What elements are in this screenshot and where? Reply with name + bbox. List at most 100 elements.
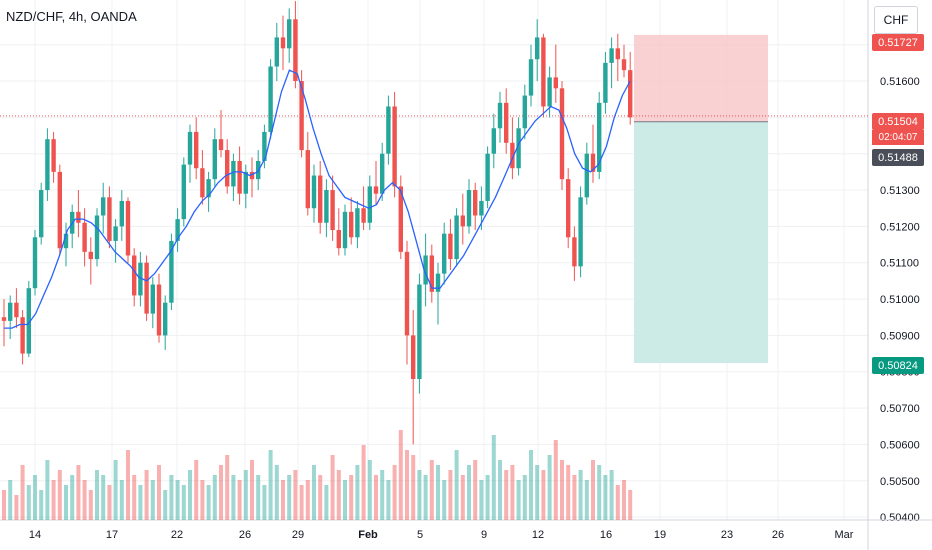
volume-bar (51, 480, 56, 520)
candle (621, 44, 627, 78)
volume-bar (597, 465, 602, 520)
candle (578, 186, 583, 278)
candle (541, 33, 546, 118)
candle-body (212, 139, 217, 180)
candle (138, 251, 143, 307)
volume-bar (26, 485, 31, 520)
candle-body (429, 255, 434, 292)
candle (435, 262, 441, 325)
volume-bar (256, 475, 261, 520)
volume-bar (82, 480, 87, 520)
volume-bar (268, 450, 273, 520)
volume-bar (336, 470, 341, 520)
candle (442, 222, 447, 285)
y-tick-label: 0.51200 (880, 221, 920, 233)
volume-bar (299, 485, 304, 520)
candle (249, 157, 255, 198)
candle (386, 95, 391, 165)
volume-bar (572, 475, 577, 520)
volume-bar (485, 475, 490, 520)
candle-body (225, 150, 230, 187)
x-tick-label: 14 (29, 529, 41, 541)
candle-body (367, 186, 372, 223)
candle-body (342, 211, 348, 249)
candle (125, 197, 131, 263)
volume-bar (460, 475, 465, 520)
candles (1, 1, 633, 445)
candle (535, 19, 540, 82)
volume-bar (603, 475, 608, 520)
take-profit-zone[interactable] (634, 121, 768, 364)
candle-body (181, 164, 186, 220)
candle (206, 171, 211, 212)
candle (293, 1, 298, 89)
volume-bar (374, 475, 378, 520)
candle (361, 186, 366, 231)
volume-bar (64, 485, 68, 520)
candle (510, 117, 515, 180)
candle-body (559, 88, 565, 180)
candle-body (349, 211, 354, 238)
candle (113, 219, 118, 263)
candle-body (398, 186, 403, 252)
volume-bar (467, 465, 471, 520)
candle-body (597, 102, 602, 172)
volume-bar (20, 465, 25, 520)
candle (287, 8, 292, 63)
bar-countdown: 02:04:07 (872, 130, 924, 145)
candle-body (45, 139, 50, 191)
candle (454, 208, 459, 267)
candle-body (572, 237, 577, 267)
candle-body (249, 171, 255, 180)
volume-bar (138, 485, 143, 520)
candle-body (380, 153, 385, 194)
candle (460, 193, 465, 245)
volume-bar (157, 465, 161, 520)
candle-body (107, 197, 112, 241)
candle (1, 299, 7, 347)
entry-price-label: 0.51488 (872, 149, 924, 166)
candle-body (578, 197, 583, 267)
candle-body (311, 175, 317, 209)
candle-body (336, 230, 341, 249)
candle-body (51, 139, 56, 172)
candle (63, 222, 69, 267)
volume-bar (609, 470, 614, 520)
candle-body (305, 150, 310, 209)
candle-body (361, 208, 366, 223)
candle (262, 124, 267, 169)
candle (181, 157, 186, 227)
x-tick-label: 19 (654, 529, 666, 541)
x-tick-label: Mar (835, 529, 854, 541)
candle (497, 91, 503, 143)
candle-body (330, 190, 335, 231)
candle (107, 186, 112, 249)
candle (8, 295, 13, 340)
volume-bar (547, 455, 552, 520)
candle-body (603, 62, 608, 103)
volume-bar (529, 450, 533, 520)
volume-bar (219, 465, 223, 520)
volume-bar (200, 480, 205, 520)
candle-body (528, 59, 534, 96)
candle (373, 160, 379, 205)
candle-body (460, 215, 465, 227)
candle-body (175, 219, 180, 241)
candle-body (485, 153, 490, 201)
candle-body (231, 160, 236, 187)
candle (14, 288, 19, 329)
currency-button[interactable]: CHF (874, 6, 918, 34)
volume-bar (225, 455, 230, 520)
stop-loss-zone[interactable] (634, 34, 768, 122)
volume-bar (622, 480, 626, 520)
candle-body (299, 81, 304, 151)
volume-bar (330, 455, 335, 520)
candle-body (8, 302, 13, 321)
candle (299, 70, 304, 158)
moving-average-line (4, 69, 631, 329)
candle (392, 91, 397, 198)
candle (336, 208, 341, 256)
candle-body (32, 237, 38, 289)
candle (572, 226, 577, 281)
